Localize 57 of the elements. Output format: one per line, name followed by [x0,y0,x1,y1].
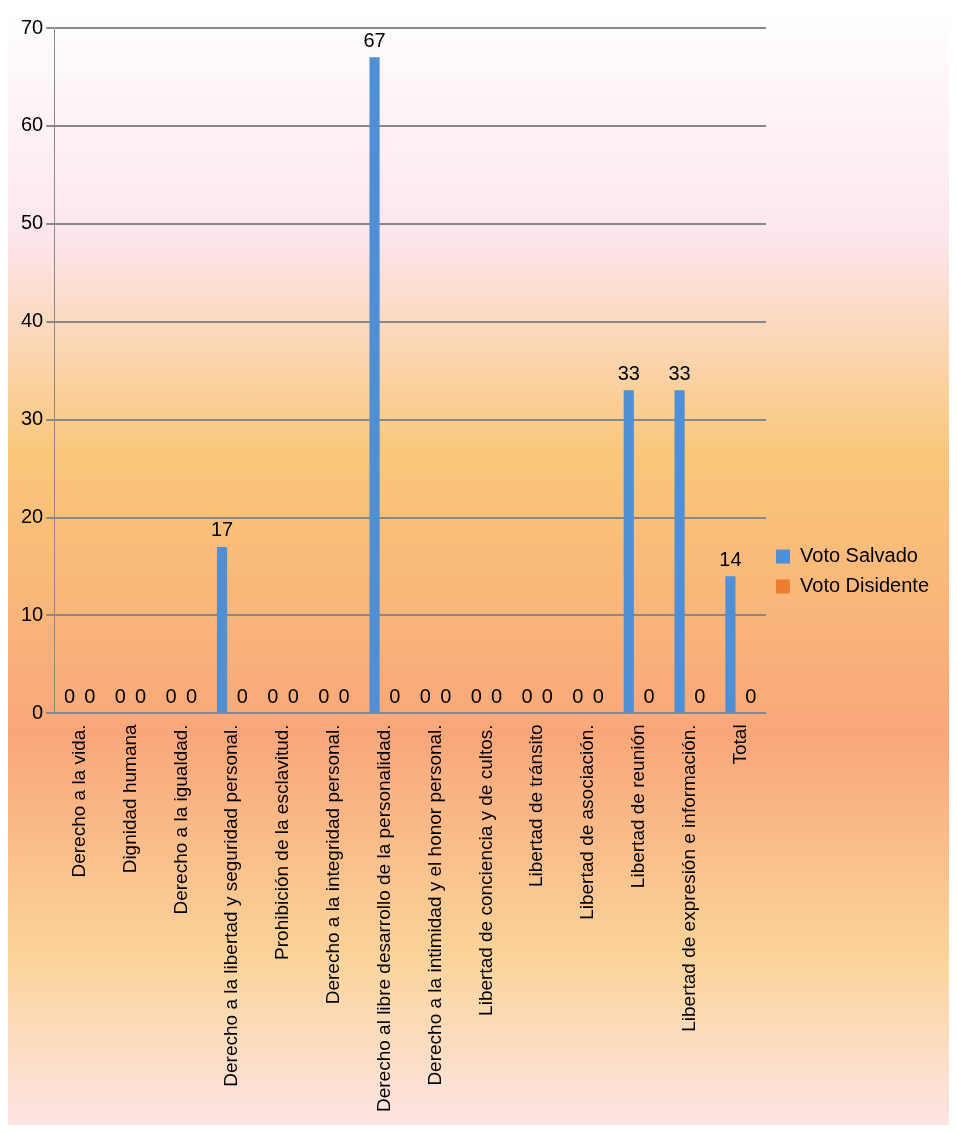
x-tick-label: Libertad de tránsito [525,724,547,888]
data-label: 0 [267,684,279,707]
x-tick-label: Libertad de reunión [627,724,649,889]
x-tick-label: Derecho a la integridad personal. [322,724,344,1005]
bar [674,390,685,713]
y-tick-label: 0 [32,700,44,723]
y-tick-label: 30 [21,407,44,430]
data-label: 0 [592,684,604,707]
x-tick-label: Prohibición de la esclavitud. [271,724,293,960]
data-label: 0 [84,684,96,707]
x-tick-label: Derecho a la igualdad. [169,724,191,915]
bar [725,576,736,713]
y-tick-label: 60 [21,113,44,136]
x-tick-label: Derecho al libre desarrollo de la personalidad. [372,724,394,1113]
y-tick-label: 70 [21,15,44,38]
data-label: 0 [338,684,350,707]
data-label: 0 [135,684,147,707]
y-tick-label: 20 [21,505,44,528]
bar [216,546,228,713]
data-label: 0 [745,684,757,707]
legend-label: Voto Disidente [800,574,930,597]
data-label: 0 [419,684,431,707]
x-tick-label: Libertad de asociación. [576,724,598,920]
data-label: 0 [541,684,553,707]
bar [623,390,634,713]
x-tick-label: Derecho a la intimidad y el honor personal. [423,724,445,1086]
data-label: 0 [318,684,330,707]
data-label: 33 [668,361,691,384]
data-label: 33 [617,361,640,384]
data-label: 0 [287,684,299,707]
data-label: 0 [491,684,503,707]
data-label: 0 [63,684,76,707]
x-tick-label: Libertad de conciencia y de cultos. [474,724,496,1016]
data-label: 0 [389,684,401,707]
x-tick-label: Libertad de expresión e información. [678,724,699,1032]
x-tick-label: Derecho a la vida. [67,724,89,878]
data-label: 0 [165,684,177,707]
data-label: 0 [643,684,655,707]
data-label: 0 [521,684,533,707]
legend-label: Voto Salvado [800,544,918,567]
data-label: 0 [236,684,248,707]
data-label: 14 [719,547,742,570]
y-tick-label: 50 [21,211,44,234]
bar [369,57,380,713]
data-label: 0 [470,684,482,707]
x-tick-label: Dignidad humana [118,723,140,874]
data-label: 67 [363,28,386,51]
data-label: 0 [572,684,584,707]
data-label: 0 [694,684,706,707]
y-tick-label: 40 [21,309,44,332]
data-label: 17 [210,518,234,541]
x-tick-label: Total [728,724,750,765]
x-tick-label: Derecho a la libertad y seguridad personal. [220,724,242,1087]
data-label: 0 [114,684,126,707]
data-label: 0 [440,684,452,707]
y-tick-label: 10 [21,602,44,625]
data-label: 0 [185,684,198,707]
